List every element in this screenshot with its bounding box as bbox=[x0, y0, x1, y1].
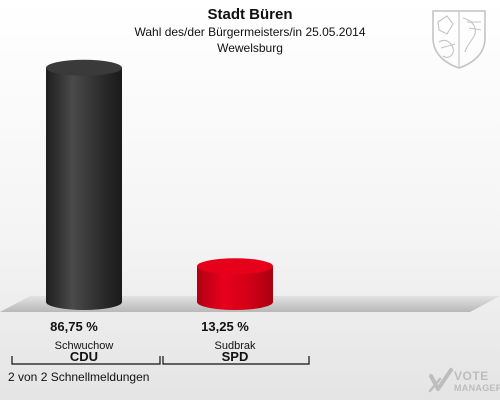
coat-of-arms-icon bbox=[432, 10, 486, 69]
chart-location: Wewelsburg bbox=[217, 41, 283, 55]
party-label-cdu: CDU bbox=[70, 349, 98, 364]
value-label-spd: 13,25 % bbox=[201, 319, 249, 334]
logo-line-2: MANAGER bbox=[454, 383, 500, 393]
chart-title: Stadt Büren bbox=[207, 6, 293, 23]
report-status: 2 von 2 Schnellmeldungen bbox=[8, 370, 150, 384]
candidate-label-cdu: Schwuchow bbox=[55, 340, 114, 352]
chart-subtitle: Wahl des/der Bürgermeisters/in 25.05.201… bbox=[134, 25, 366, 39]
votemanager-logo: VOTE MANAGER bbox=[428, 367, 500, 397]
bar-cdu bbox=[46, 59, 122, 310]
candidate-label-spd: Sudbrak bbox=[215, 340, 256, 352]
category-brackets bbox=[11, 356, 310, 365]
check-mark-icon bbox=[428, 368, 453, 393]
value-label-cdu: 86,75 % bbox=[50, 319, 98, 334]
bar-spd bbox=[197, 258, 273, 310]
logo-line-1: VOTE bbox=[454, 369, 489, 383]
party-label-spd: SPD bbox=[222, 349, 249, 364]
